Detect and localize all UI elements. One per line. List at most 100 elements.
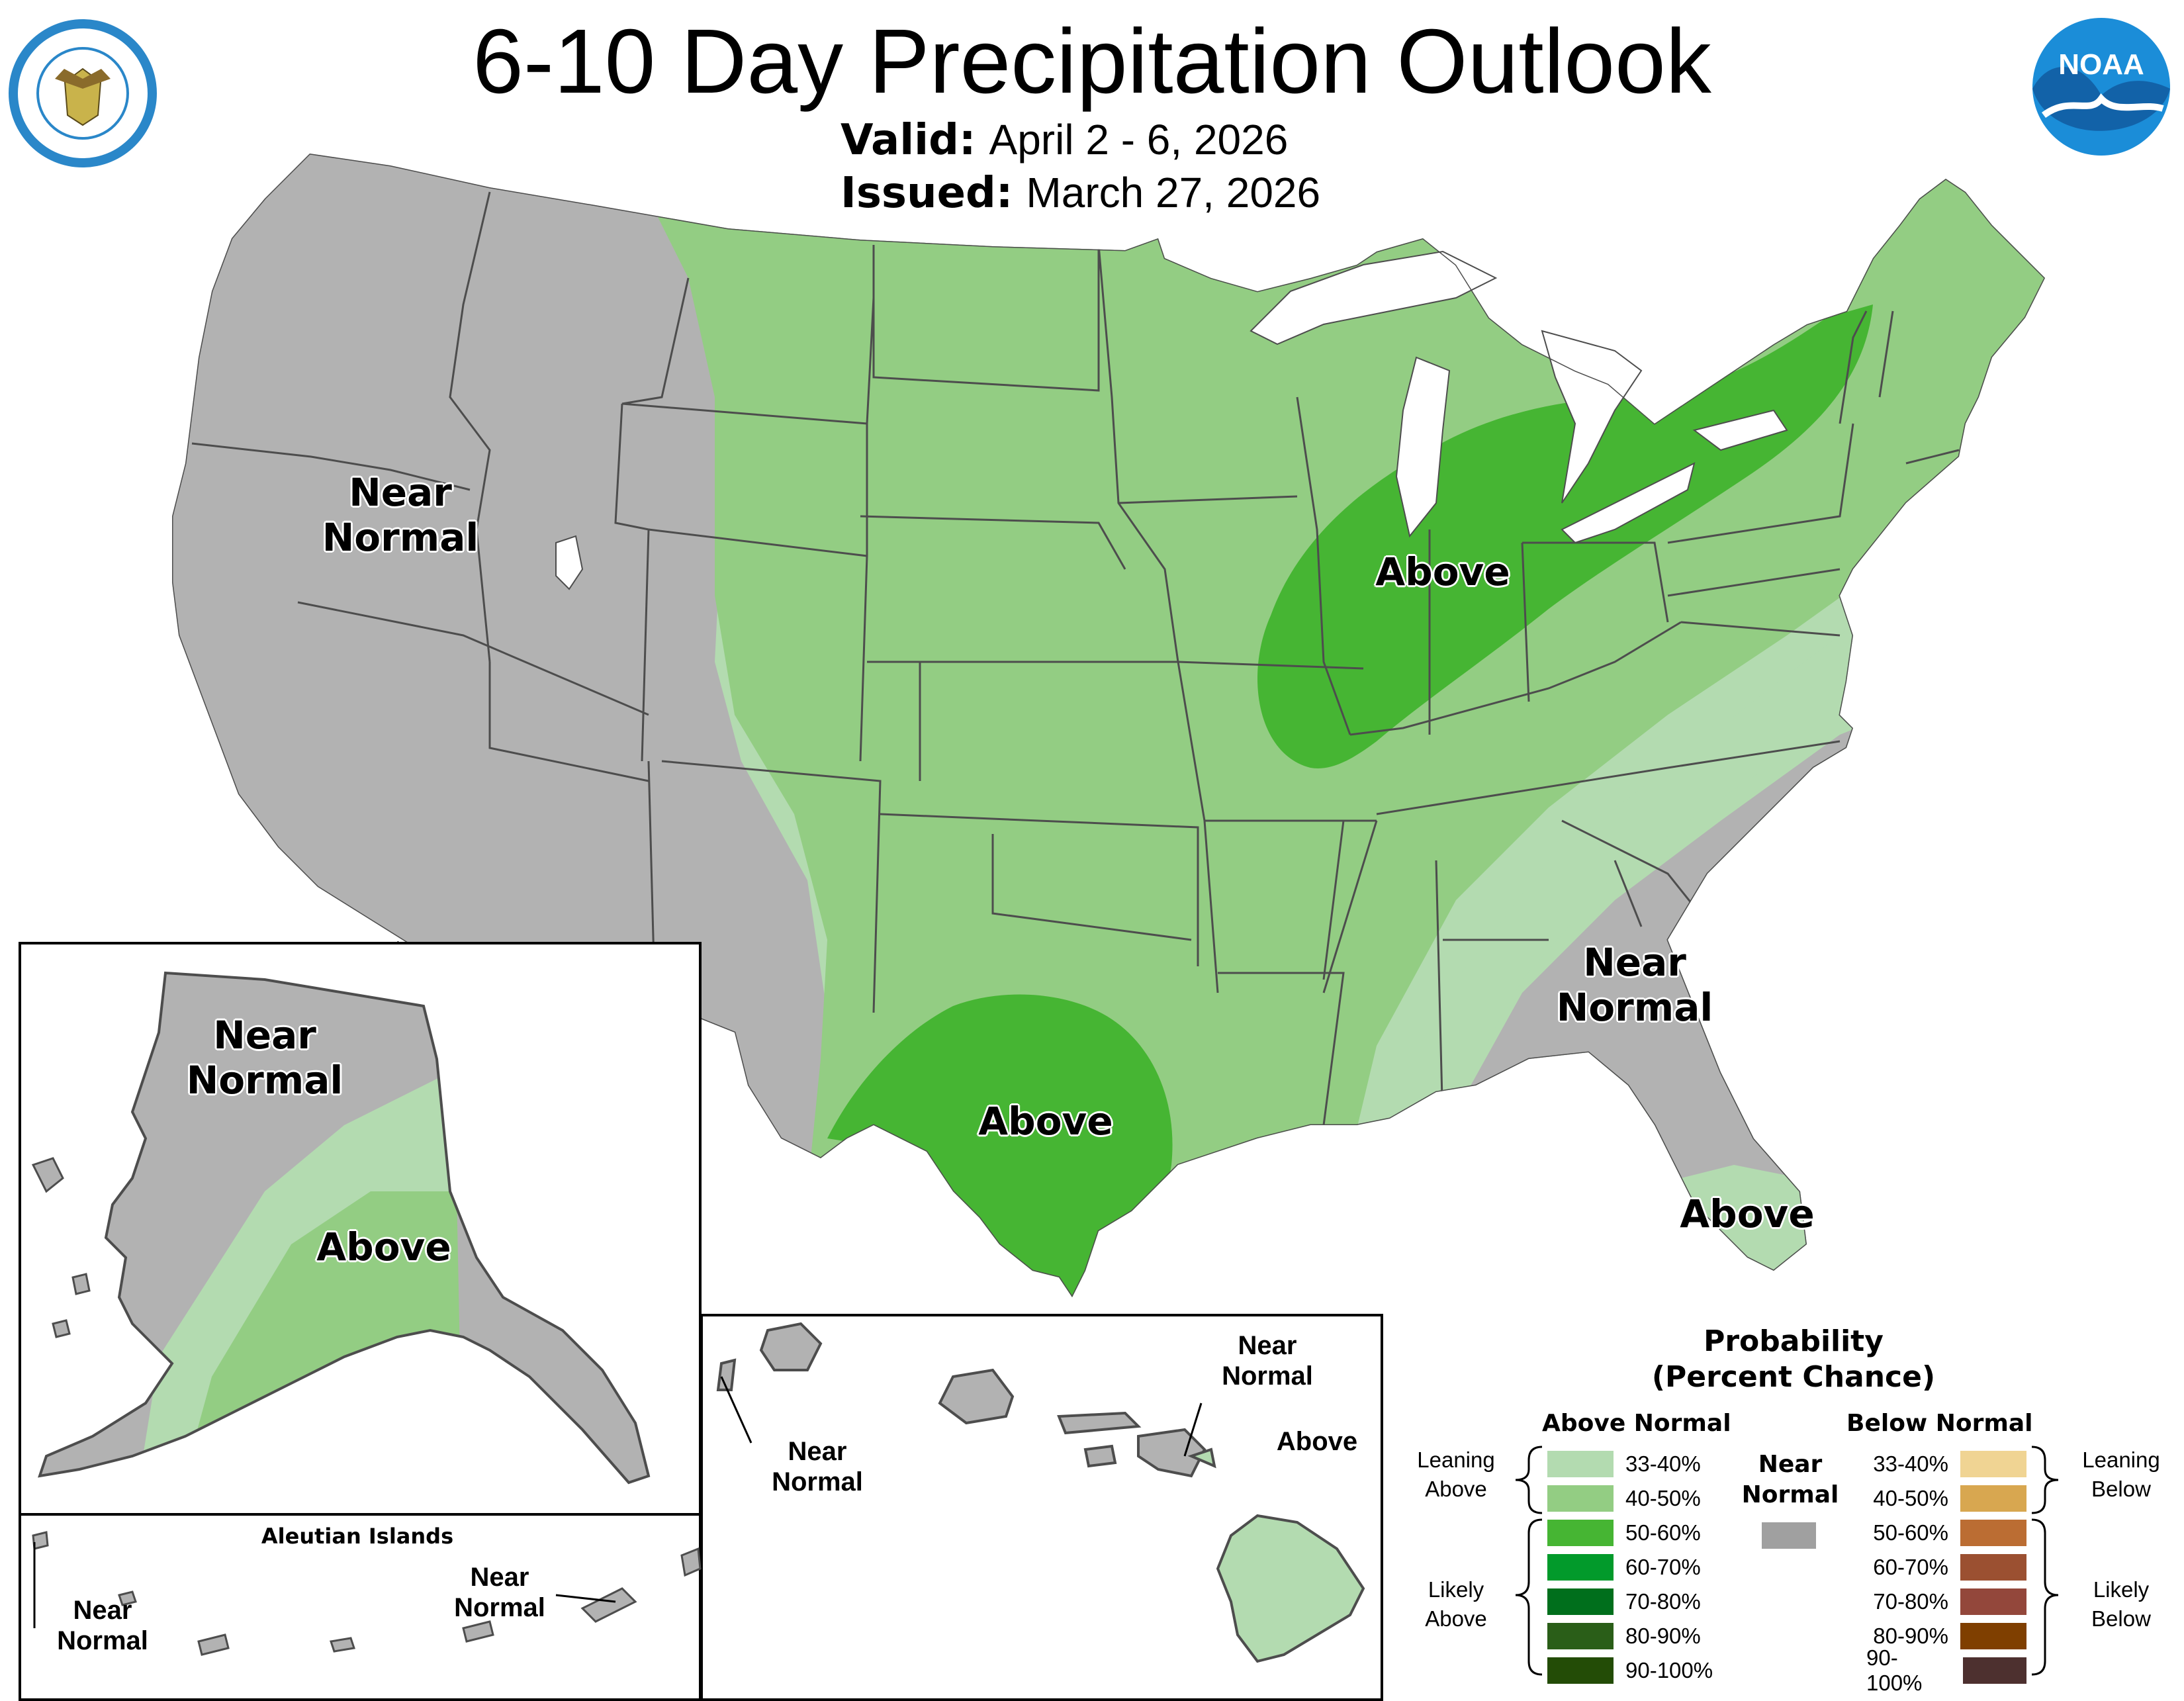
legend-swatch (1962, 1657, 2026, 1684)
hawaii-left-near-normal-label: Near Normal (772, 1437, 863, 1496)
southeast-near-normal-label: Near Normal (1556, 940, 1713, 1030)
legend-swatch (1547, 1451, 1614, 1477)
legend-above-row: 70-80% (1547, 1586, 1701, 1618)
maui-east (1187, 1448, 1216, 1469)
zone-texas-likely-50-60 (827, 994, 1173, 1297)
alaska-outline (38, 971, 651, 1485)
issued-line: Issued: March 27, 2026 (841, 169, 1320, 216)
alaska-islands (31, 1157, 91, 1338)
niihau (716, 1358, 737, 1391)
legend-swatch (1960, 1485, 2026, 1512)
lake-huron (1541, 330, 1643, 504)
issued-value: March 27, 2026 (1026, 169, 1321, 216)
maui (1137, 1428, 1206, 1478)
legend-below-row: 60-70% (1866, 1551, 2026, 1583)
legend-above-row: 40-50% (1547, 1483, 1701, 1514)
lanai (1083, 1444, 1117, 1468)
legend-swatch (1547, 1485, 1614, 1512)
lake-ontario (1692, 409, 1788, 451)
legend-row-label: 90-100% (1625, 1658, 1713, 1682)
legend-below-row: 70-80% (1866, 1586, 2026, 1618)
legend-swatch (1960, 1451, 2026, 1477)
legend-row-label: 40-50% (1625, 1486, 1701, 1510)
legend-row-label: 80-90% (1873, 1624, 1948, 1648)
hawaii-above-label: Above (1276, 1427, 1358, 1456)
legend-below-row: 80-90% (1866, 1620, 2026, 1652)
kauai (759, 1322, 823, 1371)
lake-superior (1250, 250, 1498, 345)
lake-michigan (1395, 356, 1451, 538)
aleutian-right-near-normal-label: Near Normal (454, 1563, 545, 1622)
oahu (938, 1368, 1015, 1425)
brace-leaning-below (2031, 1446, 2059, 1514)
great-salt-lake (555, 535, 584, 590)
alaska-near-normal-label: Near Normal (186, 1013, 343, 1103)
legend-above-row: 33-40% (1547, 1448, 1701, 1480)
hawaii-callouts (720, 1376, 1203, 1457)
legend-below-row: 40-50% (1866, 1483, 2026, 1514)
department-of-commerce-seal-icon (5, 16, 160, 171)
legend-row-label: 33-40% (1625, 1451, 1701, 1476)
legend-above-row: 90-100% (1547, 1655, 1713, 1686)
legend-below-row: 50-60% (1866, 1517, 2026, 1549)
legend-row-label: 60-70% (1873, 1555, 1948, 1579)
aleutian-islands-shapes (32, 1531, 702, 1656)
legend-below-row: 33-40% (1866, 1448, 2026, 1480)
west-near-normal-label: Near Normal (322, 470, 479, 560)
legend-swatch (1547, 1588, 1614, 1615)
aleutian-callouts (33, 1542, 616, 1628)
legend-swatch (1547, 1657, 1614, 1684)
big-island (1216, 1514, 1365, 1663)
great-lakes (555, 250, 1788, 590)
legend-leaning-below: Leaning Below (2082, 1448, 2160, 1501)
legend-swatch (1960, 1554, 2026, 1581)
brace-leaning-above (1515, 1446, 1543, 1514)
hawaii-islands (716, 1322, 1365, 1663)
valid-label: Valid: (841, 116, 976, 165)
legend-row-label: 70-80% (1873, 1589, 1948, 1614)
noaa-logo-text: NOAA (2058, 48, 2144, 81)
legend-row-label: 40-50% (1873, 1486, 1948, 1510)
legend-above-header: Above Normal (1542, 1410, 1731, 1437)
florida-above-label: Above (1680, 1191, 1815, 1236)
legend-row-label: 33-40% (1873, 1451, 1948, 1476)
legend-swatch (1960, 1623, 2026, 1649)
midwest-above-label: Above (1375, 549, 1510, 594)
brace-likely-below (2031, 1518, 2059, 1676)
legend-row-label: 50-60% (1873, 1520, 1948, 1545)
texas-above-label: Above (978, 1099, 1113, 1144)
legend-row-label: 70-80% (1625, 1589, 1701, 1614)
zone-midwest-likely-50-60 (1257, 304, 1873, 768)
alaska-above-label: Above (316, 1224, 451, 1269)
valid-line: Valid: April 2 - 6, 2026 (841, 116, 1288, 163)
issued-label: Issued: (841, 169, 1013, 218)
legend-above-row: 80-90% (1547, 1620, 1701, 1652)
legend-swatch (1547, 1520, 1614, 1546)
brace-likely-above (1515, 1518, 1543, 1676)
legend-swatch (1547, 1554, 1614, 1581)
legend-row-label: 50-60% (1625, 1520, 1701, 1545)
aleutian-left-near-normal-label: Near Normal (57, 1596, 148, 1655)
legend-below-header: Below Normal (1846, 1410, 2033, 1437)
legend-likely-above: Likely Above (1425, 1577, 1487, 1631)
legend-near-normal-swatch (1762, 1522, 1816, 1549)
state-borders (172, 154, 2045, 1297)
legend-swatch (1960, 1588, 2026, 1615)
legend-above-row: 60-70% (1547, 1551, 1701, 1583)
legend-swatch (1547, 1623, 1614, 1649)
valid-value: April 2 - 6, 2026 (989, 116, 1289, 163)
legend-title: Probability (Percent Chance) (1651, 1324, 1936, 1394)
legend-swatch (1960, 1520, 2026, 1546)
legend-above-row: 50-60% (1547, 1517, 1701, 1549)
legend-likely-below: Likely Below (2091, 1577, 2151, 1631)
noaa-logo-icon: NOAA (2030, 16, 2172, 158)
hawaii-top-near-normal-label: Near Normal (1222, 1331, 1313, 1391)
molokai (1057, 1411, 1142, 1435)
page-title: 6-10 Day Precipitation Outlook (473, 11, 1711, 113)
legend-leaning-above: Leaning Above (1417, 1448, 1495, 1501)
aleutian-title: Aleutian Islands (261, 1524, 454, 1549)
legend-row-label: 80-90% (1625, 1624, 1701, 1648)
